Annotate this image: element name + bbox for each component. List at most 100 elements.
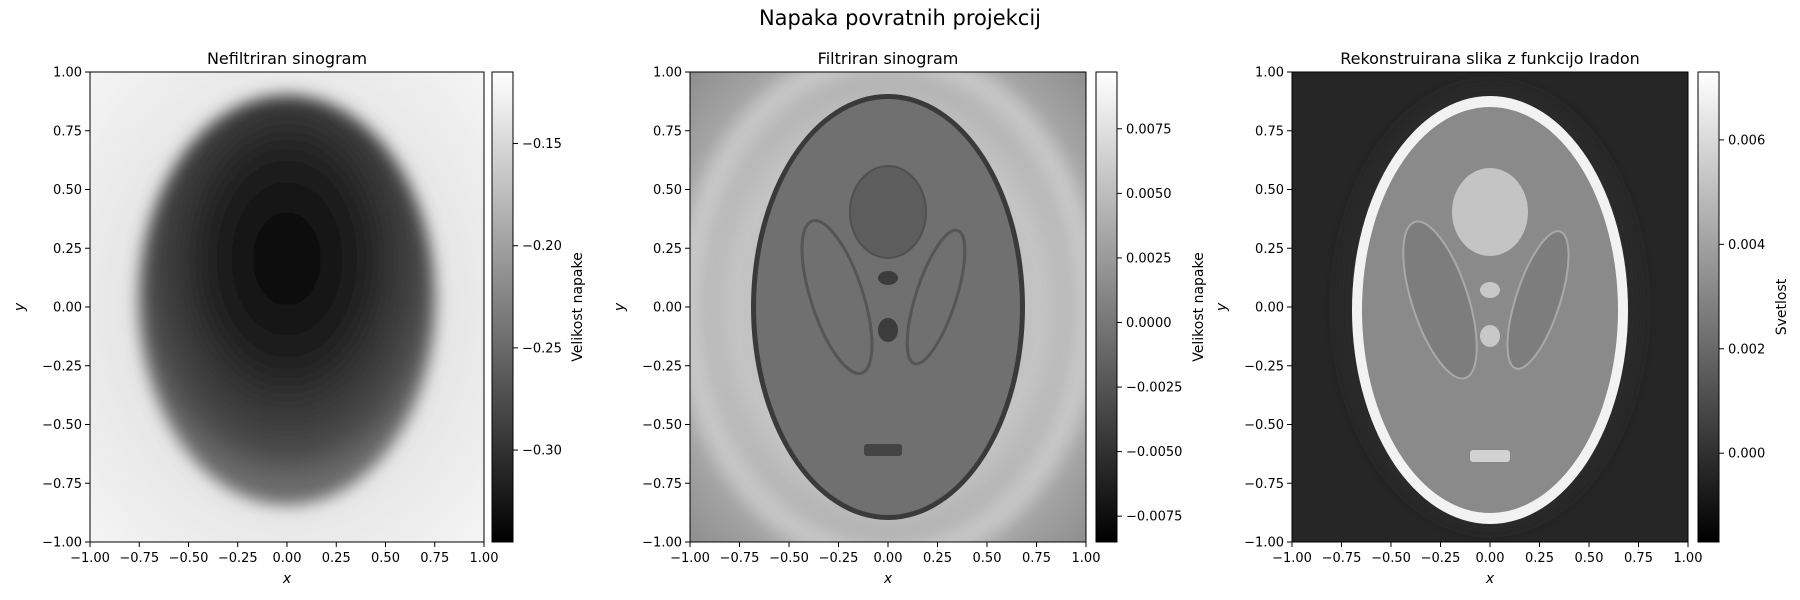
figure-title: Napaka povratnih projekcij [758,6,1042,30]
panel-2-yticks: 1.00 0.75 0.50 0.25 0.00 −0.25 −0.50 −0.75 −1.00 [642,66,690,551]
x-tick-label: 1.00 [470,551,499,566]
panel-2: Filtriran sinogram −1.00 −0.75 −0.50 −0.25 0… [612,49,1207,587]
panel-1-cbticks: −0.15 −0.20 −0.25 −0.30 [513,137,562,459]
y-tick-label: 0.50 [53,183,82,198]
x-tick-label: −0.75 [720,551,760,566]
y-tick-label: 0.50 [1255,183,1284,198]
panel-2-image [690,72,1086,542]
panel-2-xticks: −1.00 −0.75 −0.50 −0.25 0.00 0.25 0.50 0.75 1.00 [670,542,1100,566]
x-tick-label: 0.50 [371,551,400,566]
y-tick-label: 1.00 [653,66,682,81]
y-tick-label: −0.25 [1244,359,1284,374]
panel-2-cbticks: 0.0075 0.0050 0.0025 0.0000 −0.0025 −0.0050 −0… [1117,122,1182,525]
x-tick-label: 0.00 [874,551,903,566]
y-tick-label: −1.00 [1244,536,1284,551]
colorbar-tick-label: −0.30 [522,444,562,459]
x-tick-label: 0.75 [1624,551,1653,566]
y-tick-label: 0.00 [653,301,682,316]
x-tick-label: −0.25 [218,551,258,566]
colorbar-tick-label: 0.004 [1728,238,1765,253]
colorbar-tick-label: −0.0025 [1126,381,1182,396]
colorbar-tick-label: 0.002 [1728,342,1765,357]
y-tick-label: 0.00 [53,301,82,316]
y-tick-label: 0.75 [653,124,682,139]
panel-1-title: Nefiltriran sinogram [207,49,367,68]
y-tick-label: 0.25 [53,242,82,257]
panel-3-ylabel: y [1214,302,1230,312]
panel-2-cblabel: Velikost napake [1191,252,1207,361]
x-tick-label: −0.25 [1421,551,1461,566]
y-tick-label: −0.50 [642,418,682,433]
x-tick-label: −0.25 [819,551,859,566]
y-tick-label: −0.50 [1244,418,1284,433]
panel-3-cblabel: Svetlost [1774,278,1790,335]
colorbar-tick-label: 0.000 [1728,447,1765,462]
y-tick-label: −1.00 [42,536,82,551]
y-tick-label: 1.00 [53,66,82,81]
panel-3-yticks: 1.00 0.75 0.50 0.25 0.00 −0.25 −0.50 −0.75 −1.00 [1244,66,1292,551]
colorbar-tick-label: −0.25 [522,341,562,356]
x-tick-label: −0.75 [119,551,159,566]
panel-2-xlabel: x [883,571,893,587]
panel-3-image [1292,72,1688,542]
colorbar-tick-label: −0.0075 [1126,510,1182,525]
colorbar-tick-label: −0.0050 [1126,445,1182,460]
x-tick-label: 0.25 [1525,551,1554,566]
y-tick-label: 0.75 [53,124,82,139]
x-tick-label: 0.75 [1022,551,1051,566]
colorbar-tick-label: 0.006 [1728,133,1765,148]
panel-3-title: Rekonstruirana slika z funkcijo Iradon [1340,49,1640,68]
panel-3: Rekonstruirana slika z funkcijo Iradon −… [1214,49,1790,587]
panel-1-ylabel: y [12,302,28,312]
y-tick-label: 0.25 [653,242,682,257]
x-tick-label: 0.50 [973,551,1002,566]
y-tick-label: −0.50 [42,418,82,433]
panel-1: Nefiltriran sinogram −1.00 −0.75 −0.50 −0.2… [12,49,586,587]
panel-1-cblabel: Velikost napake [570,252,586,361]
x-tick-label: 1.00 [1072,551,1101,566]
x-tick-label: 0.75 [420,551,449,566]
colorbar-tick-label: 0.0075 [1126,122,1172,137]
y-tick-label: −0.25 [642,359,682,374]
panel-1-colorbar: −0.15 −0.20 −0.25 −0.30 Velikost napake [491,71,586,543]
x-tick-label: −0.50 [769,551,809,566]
colorbar-tick-label: 0.0050 [1126,187,1172,202]
colorbar-tick-label: 0.0000 [1126,316,1172,331]
colorbar-tick-label: 0.0025 [1126,251,1172,266]
panel-3-xlabel: x [1485,571,1495,587]
x-tick-label: 0.25 [322,551,351,566]
x-tick-label: −1.00 [670,551,710,566]
panel-3-cbticks: 0.006 0.004 0.002 0.000 [1719,133,1765,462]
colorbar-tick-label: −0.20 [522,239,562,254]
x-tick-label: −0.50 [169,551,209,566]
panel-1-xlabel: x [282,571,292,587]
y-tick-label: 0.25 [1255,242,1284,257]
panel-2-colorbar: 0.0075 0.0050 0.0025 0.0000 −0.0025 −0.0050 −0… [1095,71,1207,543]
panel-1-yticks: 1.00 0.75 0.50 0.25 0.00 −0.25 −0.50 −0.75 −1.00 [42,66,90,551]
x-tick-label: −0.50 [1371,551,1411,566]
y-tick-label: −1.00 [642,536,682,551]
x-tick-label: −0.75 [1322,551,1362,566]
y-tick-label: 0.00 [1255,301,1284,316]
x-tick-label: −1.00 [70,551,110,566]
y-tick-label: 1.00 [1255,66,1284,81]
panel-1-image [90,72,484,542]
y-tick-label: 0.50 [653,183,682,198]
y-tick-label: 0.75 [1255,124,1284,139]
colorbar-tick-label: −0.15 [522,137,562,152]
panel-1-xticks: −1.00 −0.75 −0.50 −0.25 0.00 0.25 0.50 0.75 1.00 [70,542,498,566]
x-tick-label: 0.00 [273,551,302,566]
panel-2-ylabel: y [612,302,628,312]
x-tick-label: −1.00 [1272,551,1312,566]
panel-3-colorbar: 0.006 0.004 0.002 0.000 Svetlost [1697,71,1790,543]
x-tick-label: 0.00 [1476,551,1505,566]
x-tick-label: 0.50 [1575,551,1604,566]
x-tick-label: 0.25 [923,551,952,566]
panel-2-title: Filtriran sinogram [818,49,959,68]
y-tick-label: −0.75 [42,477,82,492]
y-tick-label: −0.25 [42,359,82,374]
y-tick-label: −0.75 [1244,477,1284,492]
panel-3-xticks: −1.00 −0.75 −0.50 −0.25 0.00 0.25 0.50 0.75 1.00 [1272,542,1702,566]
y-tick-label: −0.75 [642,477,682,492]
